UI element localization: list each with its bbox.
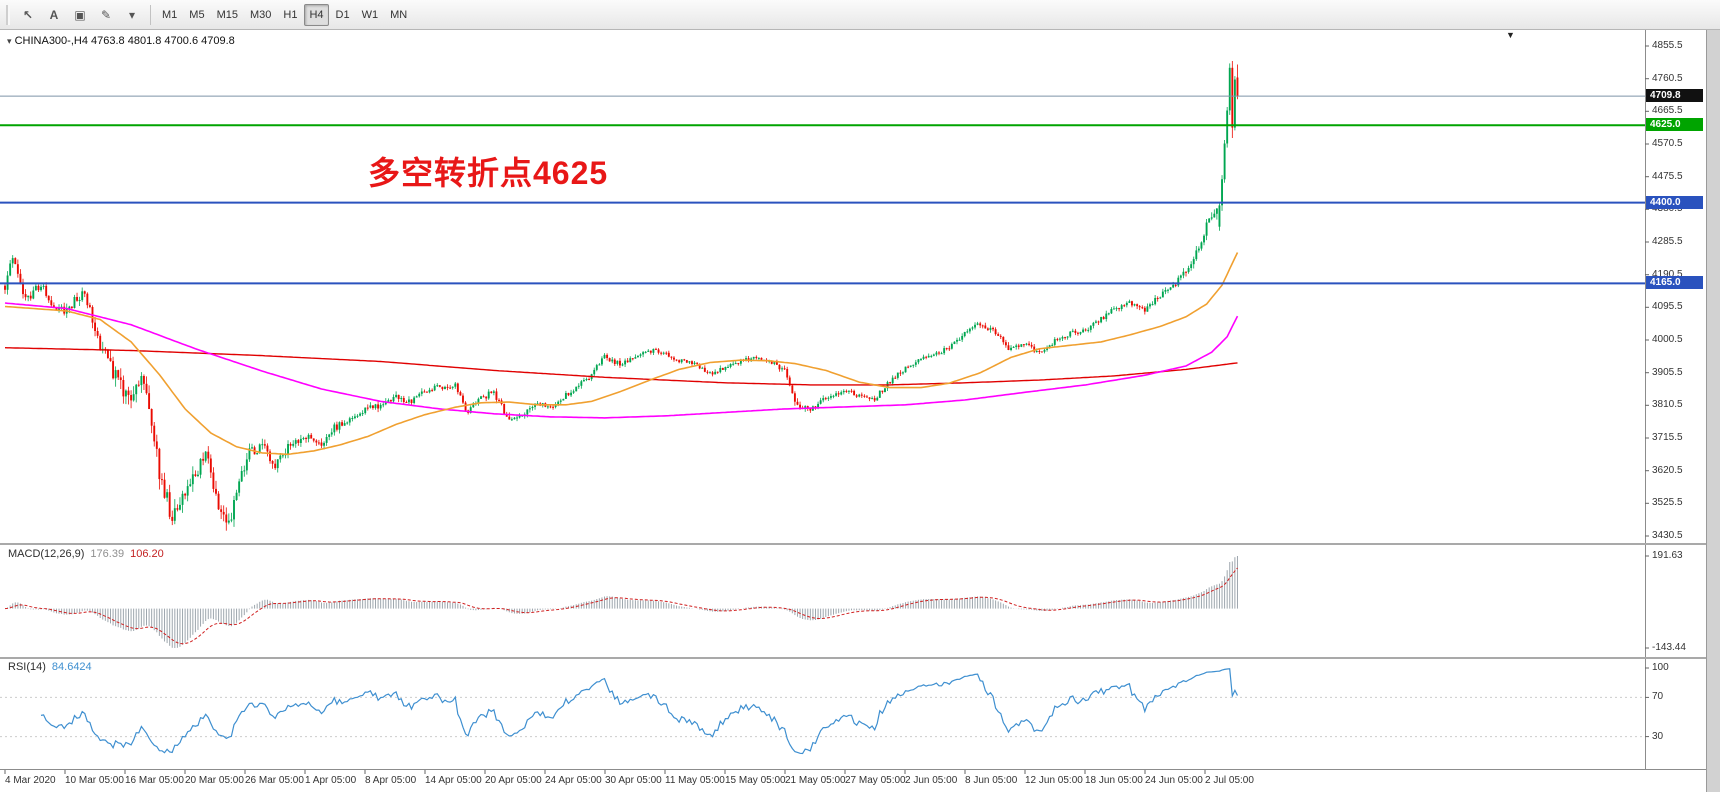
main-chart-pane[interactable] xyxy=(0,30,1706,543)
macd-pane[interactable] xyxy=(0,545,1706,657)
time-axis-separator xyxy=(0,769,1706,770)
macd-main-value: 176.39 xyxy=(90,548,125,560)
window-scroll-strip[interactable] xyxy=(1706,30,1720,792)
price-axis[interactable] xyxy=(1645,30,1706,769)
time-axis[interactable] xyxy=(0,770,1706,792)
timeframe-m1-button[interactable]: M1 xyxy=(162,8,178,21)
timeframe-m30-button[interactable]: M30 xyxy=(249,8,272,21)
pencil-dropdown-button[interactable]: ▾ xyxy=(128,7,136,22)
chart-title: ▾ CHINA300-,H4 4763.8 4801.8 4700.6 4709… xyxy=(7,35,235,47)
text-tool-button[interactable]: A xyxy=(49,7,59,22)
chart-shift-marker-icon[interactable]: ▼ xyxy=(1506,30,1515,40)
timeframe-group: M1 M5 M15 M30 H1 H4 D1 W1 MN xyxy=(157,3,412,26)
frame-tool-button[interactable]: ▣ xyxy=(74,7,86,22)
pane-splitter-rsi[interactable] xyxy=(0,657,1706,659)
toolbar-separator xyxy=(150,4,151,25)
toolbar-grip[interactable] xyxy=(6,4,10,25)
timeframe-d1-button[interactable]: D1 xyxy=(335,8,350,21)
timeframe-m15-button[interactable]: M15 xyxy=(216,8,238,21)
rsi-pane[interactable] xyxy=(0,659,1706,769)
timeframe-mn-button[interactable]: MN xyxy=(390,8,408,21)
timeframe-w1-button[interactable]: W1 xyxy=(361,8,379,21)
chart-symbol-timeframe: CHINA300-,H4 xyxy=(14,35,88,47)
macd-name: MACD(12,26,9) xyxy=(8,548,85,560)
macd-signal-value: 106.20 xyxy=(130,548,164,560)
chart-ohlc-values: 4763.8 4801.8 4700.6 4709.8 xyxy=(91,35,235,47)
macd-indicator-label: MACD(12,26,9) 176.39 106.20 xyxy=(8,548,164,560)
timeframe-h1-button[interactable]: H1 xyxy=(283,8,298,21)
pencil-tool-button[interactable]: ✎ xyxy=(100,7,112,22)
toolbar-tools-group: ↖ A ▣ ✎ ▾ xyxy=(16,4,144,26)
chart-text-annotation[interactable]: 多空转折点4625 xyxy=(368,155,609,191)
chart-context-arrow: ▾ xyxy=(7,36,12,46)
pane-splitter-macd[interactable] xyxy=(0,543,1706,545)
rsi-name: RSI(14) xyxy=(8,661,46,673)
toolbar: ↖ A ▣ ✎ ▾ M1 M5 M15 M30 H1 H4 D1 W1 MN xyxy=(0,0,1720,30)
timeframe-m5-button[interactable]: M5 xyxy=(189,8,205,21)
timeframe-h4-button[interactable]: H4 xyxy=(304,3,329,26)
rsi-value: 84.6424 xyxy=(51,661,92,673)
cursor-tool-button[interactable]: ↖ xyxy=(22,7,34,22)
rsi-indicator-label: RSI(14) 84.6424 xyxy=(8,661,92,673)
